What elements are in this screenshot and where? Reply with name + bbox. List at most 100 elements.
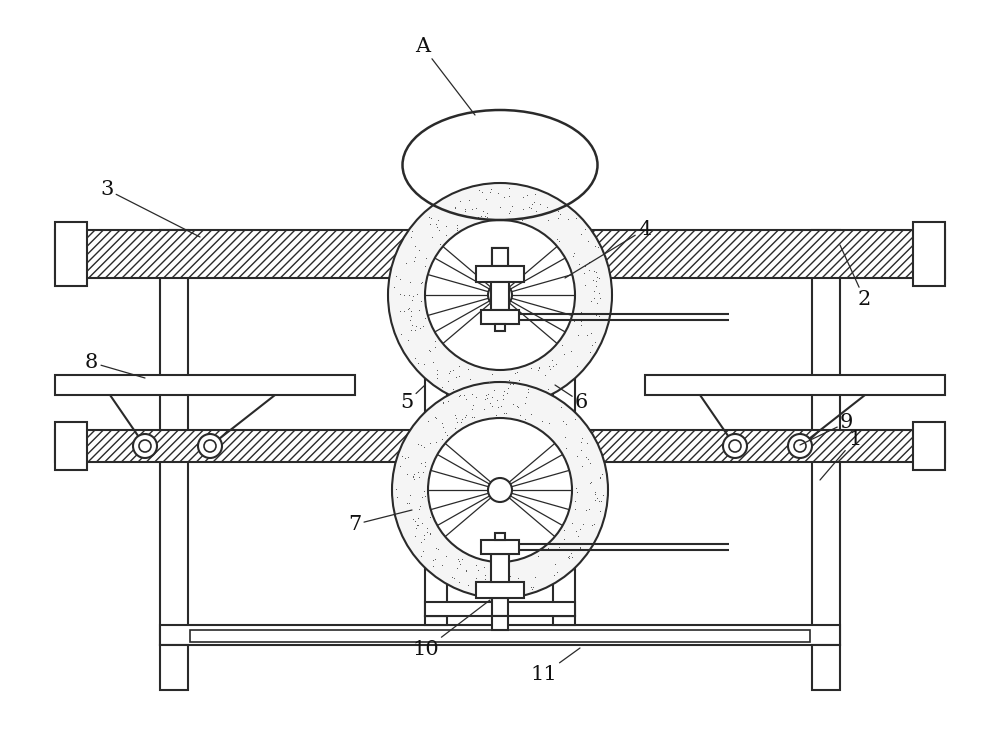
Point: [579, 329, 595, 341]
Point: [421, 211, 437, 223]
Point: [557, 431, 573, 443]
Point: [567, 314, 583, 326]
Text: 7: 7: [348, 510, 412, 534]
Point: [432, 237, 448, 249]
Point: [573, 315, 589, 326]
Point: [422, 527, 438, 539]
Point: [594, 468, 610, 480]
Bar: [481, 540, 519, 554]
Point: [474, 186, 490, 198]
Point: [402, 489, 418, 501]
Point: [496, 408, 512, 419]
Point: [421, 344, 437, 356]
Point: [429, 368, 445, 380]
Point: [582, 346, 598, 357]
Circle shape: [729, 440, 741, 452]
Point: [582, 478, 598, 489]
Bar: [55, 222, 87, 286]
Point: [511, 374, 527, 386]
Point: [558, 419, 574, 430]
Point: [510, 402, 526, 413]
Point: [413, 278, 429, 290]
Point: [464, 388, 480, 399]
Point: [518, 391, 534, 403]
Point: [409, 287, 425, 299]
Point: [484, 399, 500, 411]
Point: [388, 483, 404, 495]
Point: [464, 411, 480, 423]
Point: [406, 255, 422, 267]
Point: [580, 236, 596, 248]
Point: [451, 576, 467, 588]
Point: [406, 468, 422, 480]
Point: [504, 200, 520, 212]
Point: [428, 413, 444, 425]
Point: [537, 368, 553, 380]
Point: [434, 417, 450, 429]
Point: [464, 403, 480, 415]
Point: [404, 319, 420, 331]
Point: [452, 558, 468, 570]
Point: [530, 364, 546, 376]
Point: [405, 513, 421, 525]
Point: [557, 544, 573, 556]
Point: [402, 276, 418, 288]
Point: [541, 360, 557, 371]
Point: [490, 566, 506, 578]
Point: [523, 408, 539, 420]
Point: [428, 542, 444, 554]
Point: [540, 214, 556, 226]
Point: [539, 200, 555, 212]
Point: [495, 393, 511, 405]
Point: [404, 226, 420, 237]
Point: [481, 376, 497, 388]
Point: [478, 192, 494, 204]
Point: [438, 229, 454, 241]
Text: 9: 9: [800, 413, 853, 445]
Point: [509, 366, 525, 377]
Point: [473, 210, 489, 222]
Bar: [492, 248, 508, 266]
Point: [493, 399, 509, 411]
Point: [425, 357, 441, 368]
Point: [468, 572, 484, 584]
Point: [427, 340, 443, 352]
Point: [501, 374, 517, 386]
Point: [429, 364, 445, 376]
Point: [412, 321, 428, 333]
Point: [448, 412, 464, 424]
Point: [445, 383, 461, 395]
Point: [403, 310, 419, 321]
Point: [569, 486, 585, 497]
Point: [442, 365, 458, 377]
Point: [418, 251, 434, 263]
Point: [566, 315, 582, 326]
Point: [475, 205, 491, 217]
Point: [523, 202, 539, 214]
Point: [447, 202, 463, 214]
Point: [479, 392, 495, 404]
Point: [477, 210, 493, 222]
Point: [417, 490, 433, 502]
Point: [417, 456, 433, 468]
Point: [556, 524, 572, 536]
Point: [578, 451, 594, 463]
Point: [422, 346, 438, 357]
Point: [567, 503, 583, 514]
Point: [458, 564, 474, 576]
Point: [528, 205, 544, 217]
Point: [460, 579, 476, 591]
Point: [587, 486, 603, 498]
Point: [470, 212, 486, 223]
Point: [502, 378, 518, 390]
Bar: [425, 602, 575, 616]
Point: [533, 209, 549, 221]
Point: [434, 433, 450, 444]
Point: [571, 259, 587, 270]
Point: [501, 561, 517, 573]
Point: [411, 472, 427, 483]
Text: 2: 2: [840, 245, 871, 309]
Point: [511, 579, 527, 591]
Point: [584, 340, 600, 352]
Point: [476, 402, 492, 414]
